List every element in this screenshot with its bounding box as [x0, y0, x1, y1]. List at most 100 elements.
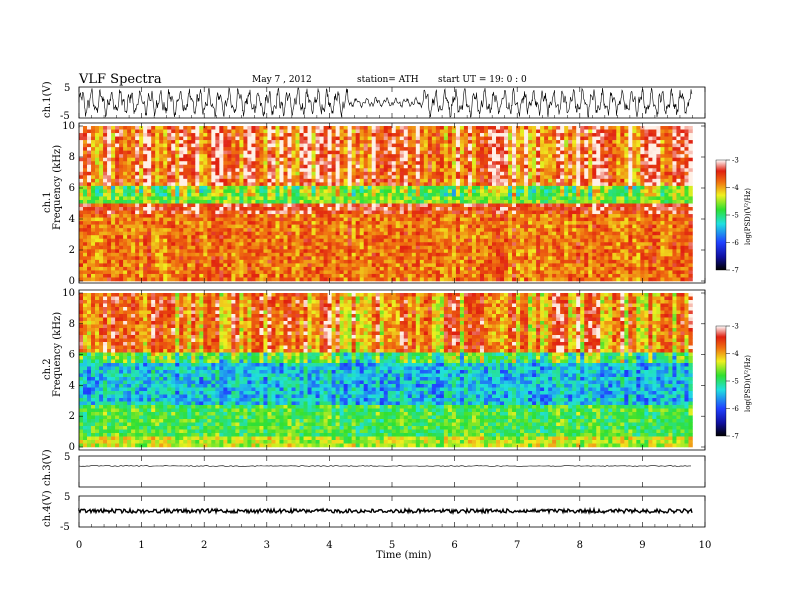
- spectrogram-cell: [251, 210, 256, 215]
- spectrogram-cell: [299, 164, 304, 169]
- spectrogram-cell: [371, 224, 377, 229]
- spectrogram-cell: [540, 224, 545, 229]
- spectrogram-cell: [351, 157, 356, 162]
- spectrogram-cell: [471, 168, 477, 173]
- spectrogram-cell: [203, 221, 208, 225]
- spectrogram-cell: [135, 228, 140, 232]
- spectrogram-cell: [600, 185, 605, 190]
- spectrogram-cell: [163, 154, 168, 158]
- spectrogram-cell: [223, 129, 228, 134]
- spectrogram-cell: [403, 196, 409, 201]
- spectrogram-cell: [604, 210, 609, 215]
- spectrogram-cell: [648, 231, 653, 236]
- spectrogram-cell: [524, 185, 529, 190]
- spectrogram-cell: [375, 175, 381, 180]
- spectrogram-cell: [143, 154, 148, 158]
- spectrogram-cell: [532, 185, 537, 190]
- spectrogram-cell: [459, 235, 465, 240]
- spectrogram-cell: [660, 143, 665, 148]
- spectrogram-cell: [379, 228, 385, 232]
- spectrogram-cell: [291, 189, 296, 194]
- spectrogram-cell: [427, 214, 433, 218]
- spectrogram-cell: [387, 224, 393, 229]
- spectrogram-cell: [471, 231, 477, 236]
- spectrogram-cell: [580, 235, 585, 240]
- spectrogram-cell: [532, 164, 537, 169]
- spectrogram-cell: [455, 154, 461, 158]
- spectrogram-cell: [668, 147, 673, 151]
- spectrogram-cell: [608, 168, 613, 173]
- spectrogram-cell: [447, 182, 453, 187]
- spectrogram-cell: [512, 182, 517, 187]
- spectrogram-cell: [195, 161, 200, 166]
- spectrogram-cell: [375, 182, 381, 187]
- spectrogram-cell: [427, 207, 433, 211]
- spectrogram-cell: [131, 235, 136, 240]
- spectrogram-cell: [343, 207, 348, 211]
- spectrogram-cell: [648, 175, 653, 180]
- spectrogram-cell: [391, 168, 397, 173]
- spectrogram-cell: [483, 136, 489, 141]
- spectrogram-cell: [339, 143, 344, 148]
- spectrogram-cell: [584, 185, 589, 190]
- spectrogram-cell: [123, 154, 128, 158]
- spectrogram-cell: [287, 136, 292, 141]
- spectrogram-cell: [375, 143, 381, 148]
- spectrogram-cell: [672, 185, 677, 190]
- spectrogram-cell: [339, 231, 344, 236]
- spectrogram-cell: [584, 129, 589, 134]
- header-station: station= ATH: [357, 75, 419, 85]
- spectrogram-cell: [315, 217, 320, 222]
- spectrogram-cell: [135, 224, 140, 229]
- spectrogram-cell: [195, 214, 200, 218]
- spectrogram-cell: [391, 228, 397, 232]
- spec1-cells: [79, 126, 693, 282]
- spectrogram-cell: [311, 168, 316, 173]
- spectrogram-cell: [508, 171, 513, 176]
- spectrogram-cell: [532, 182, 537, 187]
- spectrogram-cell: [195, 157, 200, 162]
- spectrogram-cell: [475, 168, 481, 173]
- spectrogram-cell: [211, 143, 216, 148]
- spectrogram-cell: [680, 189, 685, 194]
- spectrogram-cell: [544, 136, 549, 141]
- spectrogram-cell: [512, 235, 517, 240]
- spectrogram-cell: [508, 221, 513, 225]
- spectrogram-cell: [411, 221, 417, 225]
- spectrogram-cell: [151, 171, 156, 176]
- spectrogram-cell: [508, 129, 513, 134]
- spectrogram-cell: [159, 136, 164, 141]
- spectrogram-cell: [343, 143, 348, 148]
- spectrogram-cell: [540, 185, 545, 190]
- spectrogram-cell: [540, 228, 545, 232]
- spectrogram-cell: [219, 192, 224, 197]
- spectrogram-cell: [612, 147, 617, 151]
- spectrogram-cell: [508, 164, 513, 169]
- spectrogram-cell: [540, 231, 545, 236]
- spectrogram-cell: [612, 228, 617, 232]
- spectrogram-cell: [620, 168, 625, 173]
- spectrogram-cell: [636, 192, 641, 197]
- spectrogram-cell: [584, 210, 589, 215]
- spectrogram-cell: [347, 203, 352, 208]
- spectrogram-cell: [512, 175, 517, 180]
- spectrogram-cell: [291, 178, 296, 183]
- spectrogram-cell: [664, 126, 669, 130]
- spectrogram-cell: [355, 126, 360, 130]
- spectrogram-cell: [315, 228, 320, 232]
- spectrogram-cell: [588, 224, 593, 229]
- spectrogram-cell: [263, 171, 268, 176]
- spectrogram-cell: [243, 133, 248, 137]
- spectrogram-cell: [271, 185, 276, 190]
- spectrogram-cell: [223, 161, 228, 166]
- spectrogram-cell: [660, 224, 665, 229]
- spectrogram-cell: [435, 231, 441, 236]
- spectrogram-cell: [283, 140, 288, 144]
- spectrogram-cell: [207, 126, 212, 130]
- spectrogram-cell: [483, 147, 489, 151]
- spectrogram-cell: [556, 147, 561, 151]
- spectrogram-cell: [520, 210, 525, 215]
- spectrogram-cell: [596, 133, 601, 137]
- spectrogram-cell: [219, 140, 224, 144]
- spectrogram-cell: [624, 221, 629, 225]
